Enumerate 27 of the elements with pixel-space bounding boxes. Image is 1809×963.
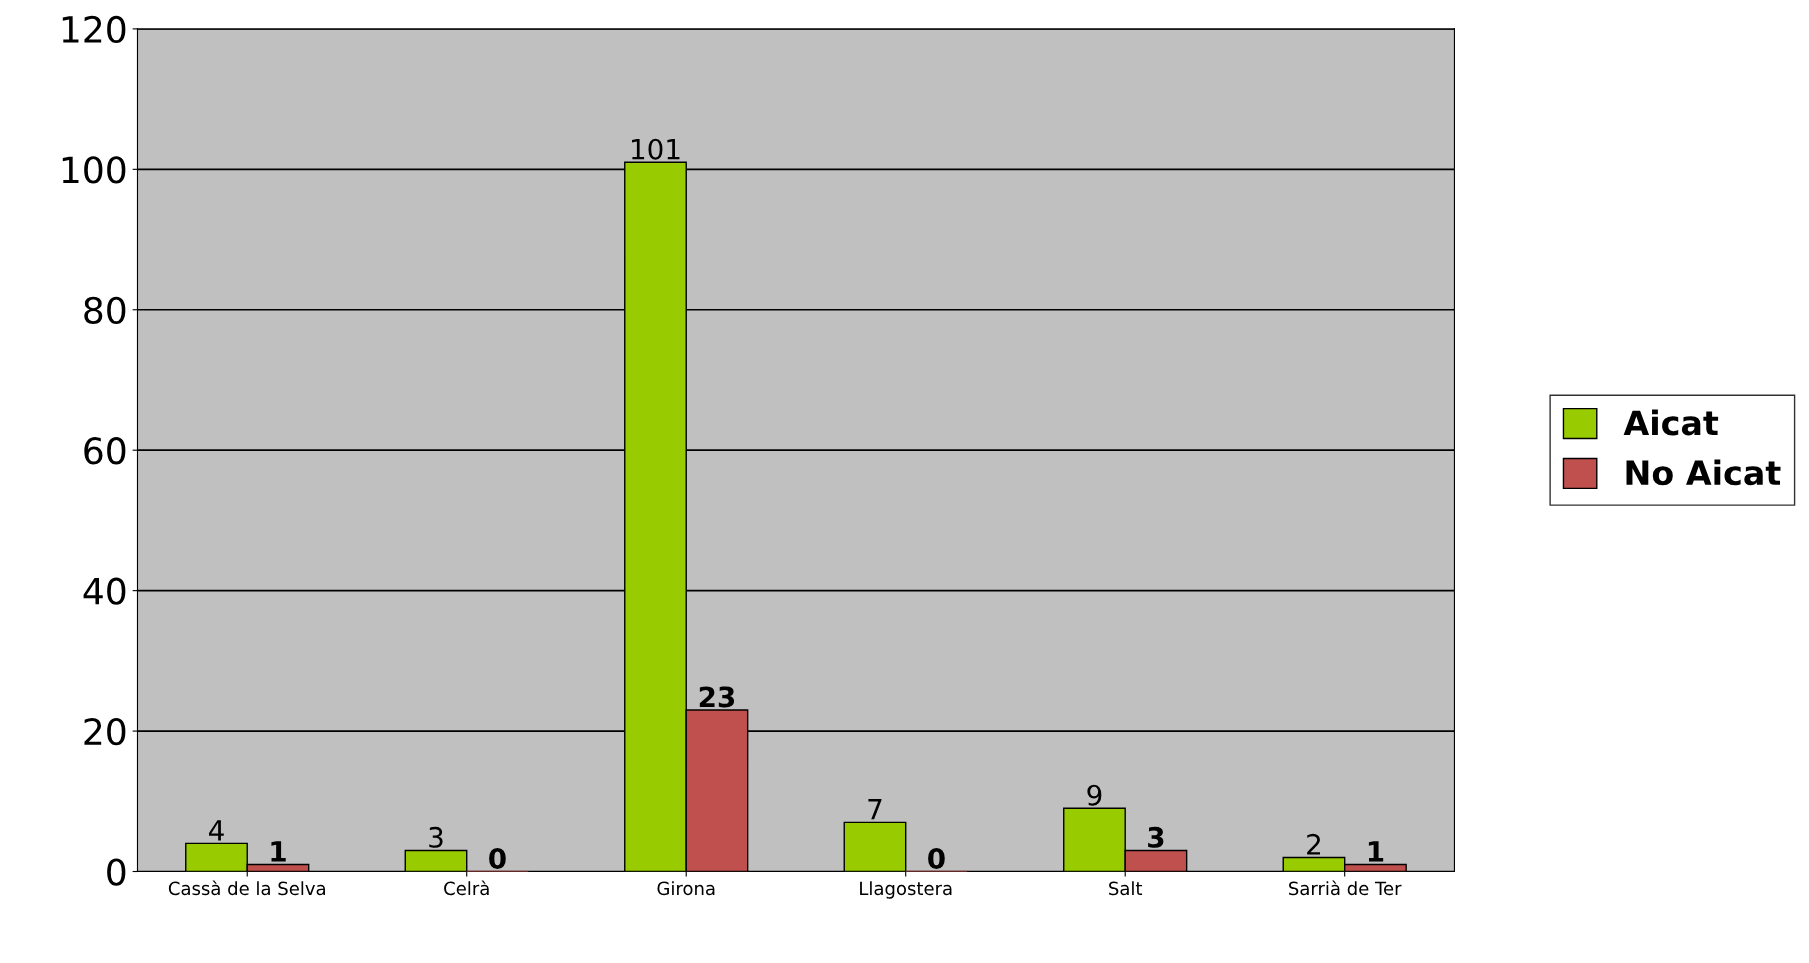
- data-label: 101: [632, 138, 680, 160]
- data-label: 9: [1087, 784, 1102, 806]
- y-tick-label: 20: [84, 718, 126, 746]
- x-tick-label: Sarrià de Ter: [1289, 880, 1402, 896]
- x-tick-label: Girona: [657, 881, 715, 896]
- y-tick-label: 60: [84, 437, 126, 465]
- data-label: 3: [1148, 826, 1164, 848]
- data-label: 2: [1307, 833, 1321, 855]
- y-tick-label: 40: [83, 577, 126, 605]
- data-label: 0: [489, 847, 506, 869]
- data-label: 0: [928, 847, 945, 869]
- legend-label: Aicat: [1623, 409, 1719, 436]
- y-tick-label: 80: [84, 296, 126, 324]
- legend-label: No Aicat: [1626, 459, 1781, 486]
- y-tick-label: 100: [62, 156, 126, 184]
- y-tick-label: 0: [107, 858, 126, 886]
- x-tick-label: Celrà: [444, 880, 489, 896]
- data-label: 1: [1368, 841, 1384, 862]
- data-label: 1: [271, 841, 286, 862]
- x-tick-label: Llagostera: [860, 881, 952, 899]
- data-label: 7: [868, 799, 882, 820]
- x-tick-label: Cassà de la Selva: [168, 880, 325, 896]
- data-label: 4: [209, 820, 224, 841]
- data-label: 3: [429, 826, 443, 848]
- x-tick-label: Salt: [1109, 881, 1143, 896]
- y-tick-label: 120: [62, 15, 126, 44]
- data-label: 23: [699, 686, 735, 708]
